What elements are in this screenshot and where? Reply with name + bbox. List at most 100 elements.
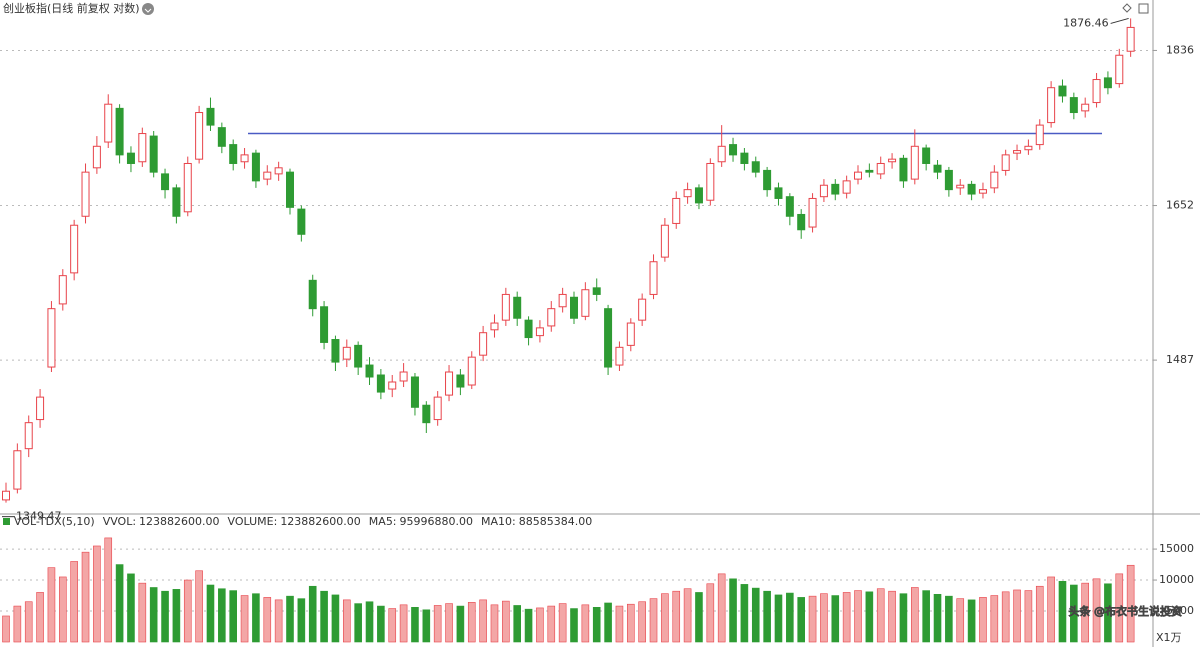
volume-bar	[93, 545, 101, 643]
candle-body	[445, 371, 454, 396]
volume-bar	[115, 564, 124, 643]
volume-bar	[1058, 580, 1067, 643]
menu-arrow	[144, 8, 152, 13]
candle-body	[922, 147, 931, 164]
volume-bar	[433, 605, 442, 643]
volume-bar	[104, 537, 113, 643]
candle-body	[365, 364, 374, 378]
volume-bar	[1092, 578, 1101, 643]
diamond-icon[interactable]	[1122, 3, 1132, 13]
volume-bar	[774, 594, 783, 643]
candle-body	[183, 162, 192, 213]
candle-body	[1001, 154, 1010, 171]
volume-bar	[592, 607, 601, 643]
y-tick-label: 1487	[1166, 353, 1194, 366]
volume-bar	[183, 579, 192, 643]
volume-bar	[899, 593, 908, 643]
indicator-name: MA10:	[481, 515, 516, 528]
candle-body	[1069, 97, 1078, 114]
candle-body	[126, 152, 135, 164]
volume-bar	[695, 592, 703, 643]
volume-bar	[502, 600, 510, 643]
volume-bar	[649, 598, 658, 643]
volume-bar	[195, 570, 203, 643]
panel-icon[interactable]	[1138, 3, 1149, 14]
candle-body	[229, 144, 238, 164]
y-tick-label: 15000	[1159, 542, 1194, 555]
volume-bar	[1115, 573, 1124, 643]
volume-bar	[1070, 584, 1078, 643]
volume-bar	[456, 605, 465, 643]
volume-bar	[933, 593, 942, 643]
volume-bar	[1001, 591, 1010, 643]
candle-body	[558, 293, 567, 308]
volume-bar	[922, 590, 930, 643]
volume-bar	[286, 595, 294, 643]
candle-body	[865, 169, 874, 173]
candle-body	[1115, 54, 1124, 85]
candle-body	[308, 279, 317, 310]
volume-bar	[729, 578, 737, 643]
candle-body	[115, 107, 124, 156]
candle-body	[535, 327, 544, 337]
candle-body	[649, 261, 658, 295]
volume-bar	[36, 592, 44, 643]
candle-body	[13, 450, 22, 490]
volume-bar	[1024, 590, 1033, 643]
volume-bar	[58, 576, 67, 643]
volume-bar	[865, 591, 874, 643]
y-tick-label: 5000	[1166, 604, 1194, 617]
volume-icon	[3, 518, 10, 525]
indicator-value: 123882600.00	[280, 515, 360, 528]
indicator-bar: VOL-TDX(5,10) VVOL: 123882600.00 VOLUME: 123…	[3, 515, 592, 528]
candle-body	[331, 339, 340, 363]
candle-body	[2, 490, 10, 501]
volume-bar	[547, 605, 556, 643]
volume-bar	[808, 595, 817, 643]
candle-body	[513, 296, 522, 319]
candle-body	[524, 319, 533, 339]
volume-bar	[910, 587, 919, 643]
volume-bar	[1081, 582, 1089, 643]
volume-bar	[467, 602, 476, 643]
candle-body	[570, 296, 578, 319]
volume-bar	[365, 601, 374, 643]
candle-body	[217, 127, 226, 147]
candle-body	[729, 144, 738, 156]
candle-body	[660, 224, 669, 258]
volume-bar	[2, 615, 10, 643]
volume-bar	[786, 592, 794, 643]
volume-bar	[331, 594, 340, 643]
candle-body	[683, 189, 692, 198]
volume-bar	[854, 590, 862, 643]
candle-body	[149, 135, 158, 173]
candle-body	[888, 158, 897, 163]
candle-body	[138, 133, 147, 163]
volume-bar	[979, 597, 987, 643]
candle-body	[490, 322, 499, 331]
candle-body	[740, 152, 749, 164]
candle-body	[1024, 145, 1033, 151]
candle-body	[808, 197, 817, 228]
candle-body	[399, 371, 408, 382]
volume-bar	[127, 573, 135, 643]
volume-bar	[1013, 589, 1021, 643]
candle-body	[1047, 87, 1056, 124]
volume-bar	[604, 602, 612, 643]
candle-body	[410, 376, 419, 408]
watermark: 头条 @布衣书生说投资	[1069, 604, 1183, 618]
candle-body	[92, 145, 101, 169]
unit-label: X1万	[1156, 631, 1182, 644]
candle-body	[354, 344, 363, 368]
low-label: 1349.47	[16, 510, 62, 523]
volume-bar	[1035, 585, 1044, 643]
volume-bar	[524, 608, 533, 643]
candle-body	[1013, 150, 1022, 154]
volume-bar	[377, 605, 385, 643]
volume-bar	[581, 604, 590, 643]
volume-bar	[297, 598, 306, 643]
menu-icon[interactable]	[142, 3, 154, 15]
candle-body	[638, 298, 647, 321]
